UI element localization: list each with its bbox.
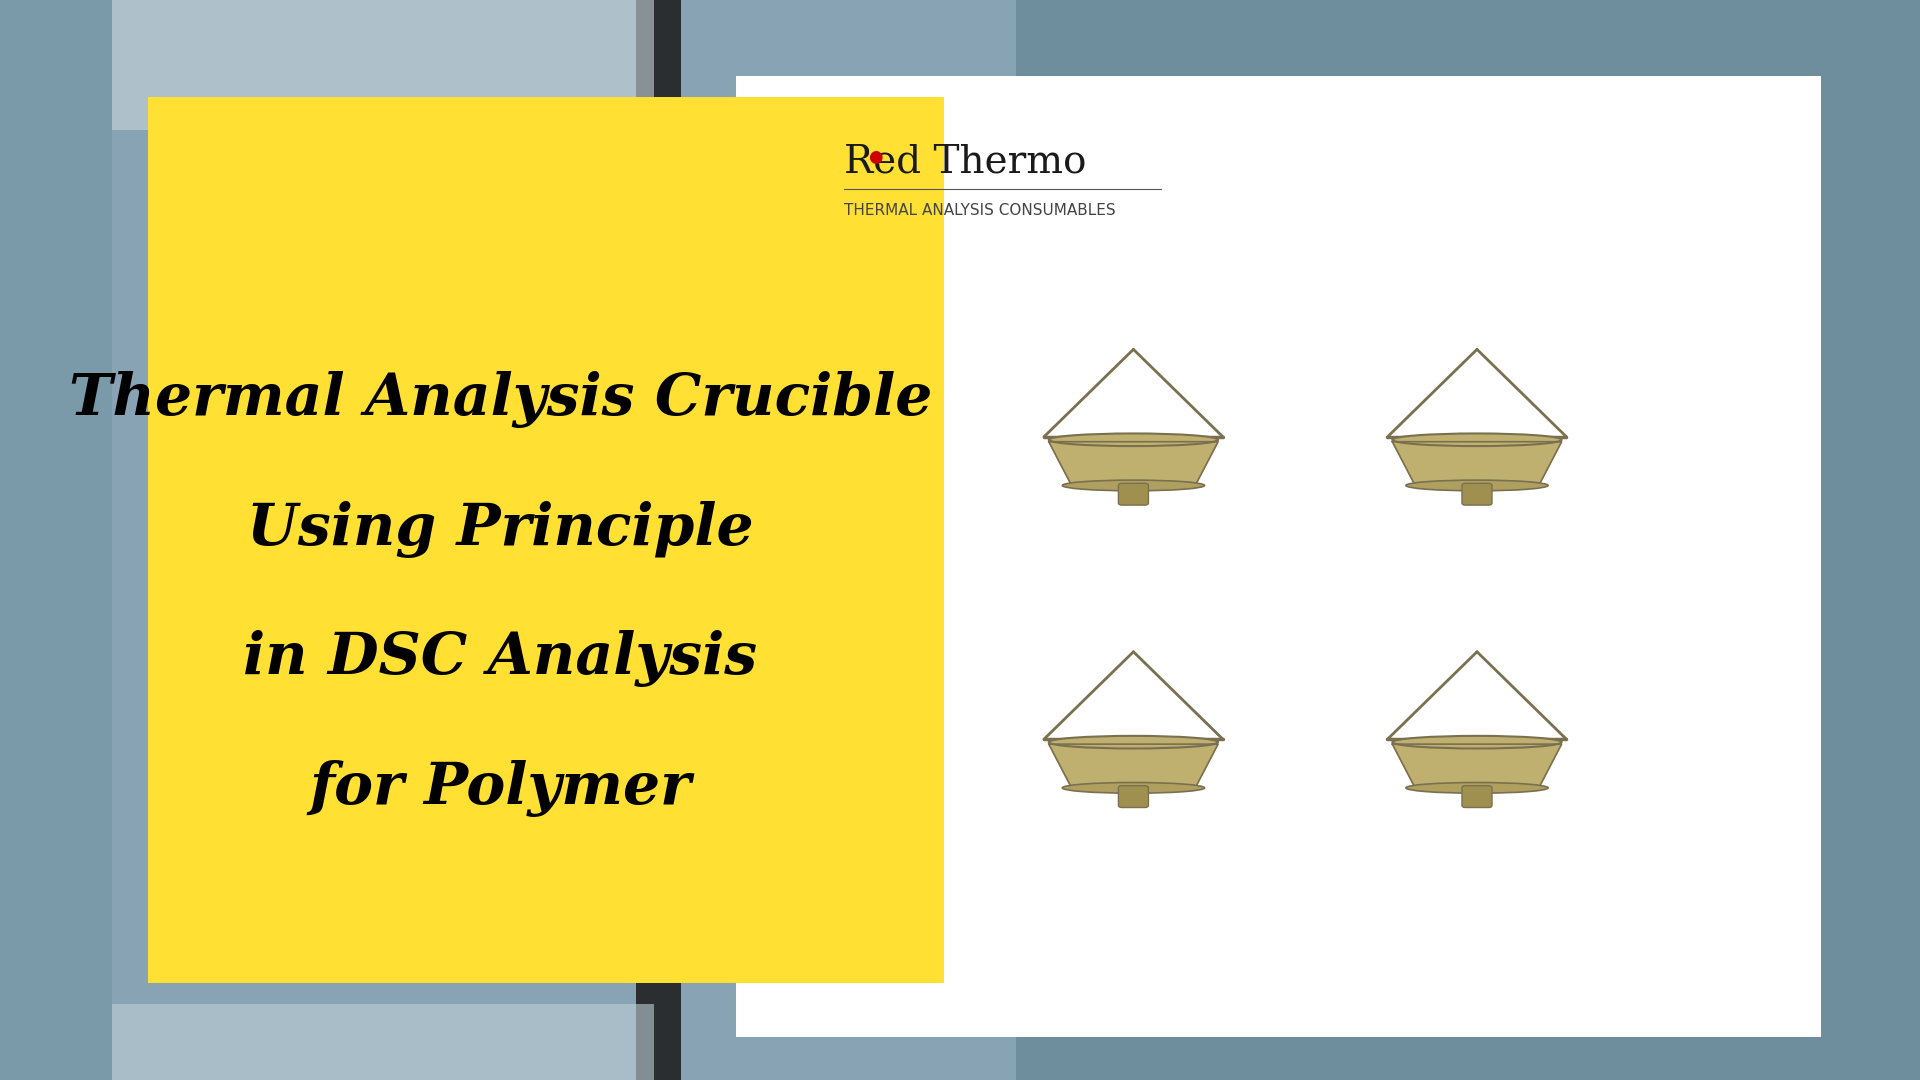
Bar: [111, 0, 655, 130]
Polygon shape: [1048, 744, 1217, 787]
FancyBboxPatch shape: [1119, 483, 1148, 505]
Text: Red Thermo: Red Thermo: [845, 144, 1087, 180]
Ellipse shape: [1392, 433, 1561, 446]
Polygon shape: [1392, 744, 1561, 787]
Ellipse shape: [1405, 783, 1548, 793]
Text: ●: ●: [868, 148, 883, 165]
Bar: [1016, 0, 1920, 1080]
FancyBboxPatch shape: [1461, 483, 1492, 505]
Text: for Polymer: for Polymer: [309, 760, 691, 816]
Bar: [735, 76, 1820, 1037]
FancyBboxPatch shape: [1461, 786, 1492, 808]
Ellipse shape: [1405, 481, 1548, 490]
Polygon shape: [1048, 442, 1217, 486]
Text: Thermal Analysis Crucible: Thermal Analysis Crucible: [69, 372, 933, 428]
Ellipse shape: [1062, 783, 1204, 793]
Bar: [111, 1004, 655, 1080]
Ellipse shape: [1392, 735, 1561, 748]
Text: Using Principle: Using Principle: [248, 501, 755, 557]
Bar: [148, 97, 943, 983]
Ellipse shape: [1048, 735, 1217, 748]
Bar: [636, 0, 682, 1080]
Polygon shape: [1392, 442, 1561, 486]
Ellipse shape: [1048, 433, 1217, 446]
Bar: [111, 0, 1016, 1080]
Text: THERMAL ANALYSIS CONSUMABLES: THERMAL ANALYSIS CONSUMABLES: [845, 203, 1116, 218]
Text: in DSC Analysis: in DSC Analysis: [244, 631, 758, 687]
Ellipse shape: [1062, 481, 1204, 490]
FancyBboxPatch shape: [1119, 786, 1148, 808]
